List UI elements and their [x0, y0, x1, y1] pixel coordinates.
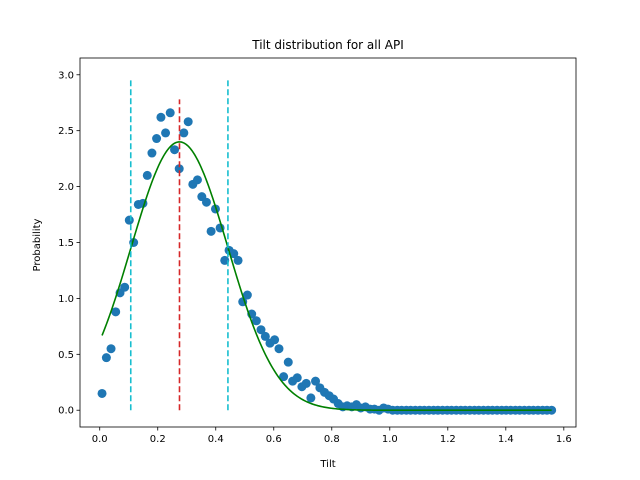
- scatter-point: [152, 134, 162, 144]
- scatter-point: [161, 128, 171, 138]
- scatter-point: [183, 117, 193, 127]
- scatter-point: [179, 128, 189, 138]
- x-tick-label: 1.6: [556, 434, 572, 445]
- scatter-point: [147, 148, 157, 158]
- x-tick-label: 0.4: [208, 434, 224, 445]
- scatter-point: [292, 373, 302, 383]
- scatter-point: [251, 316, 261, 326]
- chart-title: Tilt distribution for all API: [251, 38, 403, 52]
- y-tick-label: 3.0: [58, 70, 74, 81]
- scatter-point: [229, 249, 239, 259]
- plot-frame: [79, 57, 577, 428]
- scatter-point: [274, 344, 284, 354]
- scatter-point: [306, 393, 316, 403]
- y-tick-label: 1.0: [58, 294, 74, 305]
- scatter-point: [301, 378, 311, 388]
- x-tick-label: 1.0: [382, 434, 398, 445]
- x-tick-label: 0.0: [92, 434, 108, 445]
- scatter-point: [165, 108, 175, 118]
- scatter-point: [142, 170, 152, 180]
- x-axis: 0.0 0.2 0.4 0.6 0.8 1.0 1.2 1.4 1.6: [92, 427, 572, 445]
- scatter-point: [233, 255, 243, 265]
- scatter-point: [192, 175, 202, 185]
- scatter-point: [220, 255, 230, 265]
- y-axis-label: Probability: [32, 218, 43, 271]
- scatter-point: [270, 335, 280, 345]
- x-tick-label: 1.4: [498, 434, 514, 445]
- scatter-point: [124, 215, 134, 225]
- x-tick-label: 0.8: [324, 434, 340, 445]
- fit-curve: [101, 141, 552, 412]
- y-tick-label: 0.0: [58, 406, 74, 417]
- scatter-point: [111, 307, 121, 317]
- x-tick-label: 0.2: [150, 434, 166, 445]
- y-tick-label: 2.0: [58, 182, 74, 193]
- scatter-point: [156, 112, 166, 122]
- scatter-point: [97, 388, 107, 398]
- scatter-point: [106, 344, 116, 354]
- scatter-point: [311, 376, 321, 386]
- scatter-point: [283, 357, 293, 367]
- scatter-point: [242, 290, 252, 300]
- x-tick-label: 1.2: [440, 434, 456, 445]
- y-tick-label: 0.5: [58, 350, 74, 361]
- scatter-point: [260, 331, 270, 341]
- x-axis-label: Tilt: [319, 459, 335, 470]
- x-tick-label: 0.6: [266, 434, 282, 445]
- scatter-point: [256, 325, 266, 335]
- scatter-point: [101, 353, 111, 363]
- scatter-point: [206, 226, 216, 236]
- scatter-point: [120, 282, 130, 292]
- scatter-point: [279, 372, 289, 382]
- y-axis: 0.0 0.5 1.0 1.5 2.0 2.5 3.0: [58, 70, 80, 417]
- y-tick-label: 1.5: [58, 238, 74, 249]
- scatter-point: [201, 197, 211, 207]
- chart-marks: [97, 80, 557, 415]
- scatter-point: [174, 164, 184, 174]
- y-tick-label: 2.5: [58, 126, 74, 137]
- scatter-point: [170, 145, 180, 155]
